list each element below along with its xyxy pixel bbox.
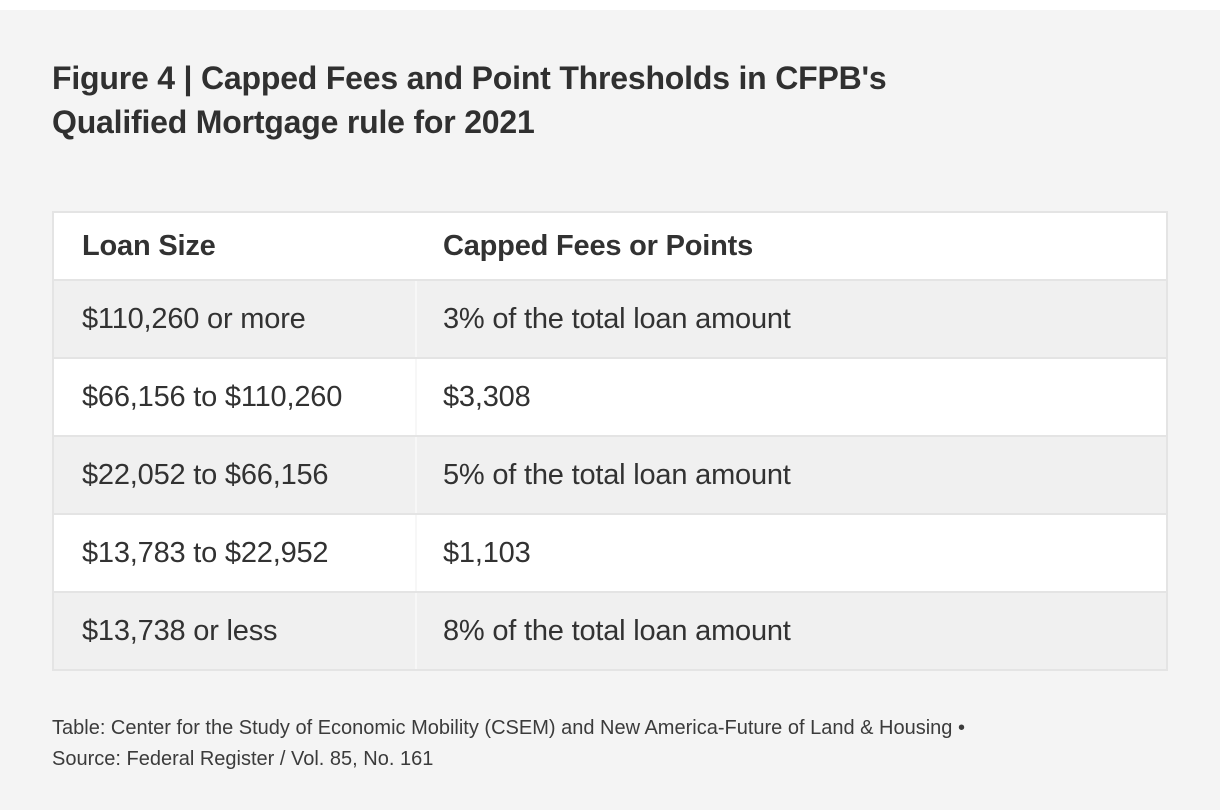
capped-fee-cell: $3,308 [415,359,1166,435]
figure-title-line-1: Figure 4 | Capped Fees and Point Thresho… [52,60,887,96]
capped-fee-cell: 8% of the total loan amount [415,593,1166,669]
capped-fee-cell: $1,103 [415,515,1166,591]
table-row: $22,052 to $66,156 5% of the total loan … [54,435,1166,513]
loan-size-cell: $13,783 to $22,952 [82,536,329,569]
footer-credit-line: Table: Center for the Study of Economic … [52,717,965,739]
figure-title: Figure 4 | Capped Fees and Point Thresho… [52,10,1168,144]
table-row: $13,783 to $22,952 $1,103 [54,513,1166,591]
table-row: $66,156 to $110,260 $3,308 [54,357,1166,435]
table-header-row: Loan Size Capped Fees or Points [54,213,1166,279]
table-row: $110,260 or more 3% of the total loan am… [54,279,1166,357]
capped-fee-cell: 3% of the total loan amount [415,281,1166,357]
loan-size-cell: $66,156 to $110,260 [82,380,343,413]
table-row: $13,738 or less 8% of the total loan amo… [54,591,1166,669]
loan-size-cell: $13,738 or less [82,614,278,647]
loan-size-cell: $110,260 or more [82,302,306,335]
figure-title-line-2: Qualified Mortgage rule for 2021 [52,104,535,140]
column-header-loan-size: Loan Size [82,229,216,262]
capped-fee-cell: 5% of the total loan amount [415,437,1166,513]
figure-footer: Table: Center for the Study of Economic … [52,713,1168,775]
figure-canvas: Figure 4 | Capped Fees and Point Thresho… [0,10,1220,810]
footer-source-line: Source: Federal Register / Vol. 85, No. … [52,748,434,770]
loan-size-cell: $22,052 to $66,156 [82,458,329,491]
column-header-capped-fees: Capped Fees or Points [443,229,754,262]
capped-fees-table: Loan Size Capped Fees or Points $110,260… [52,211,1168,671]
